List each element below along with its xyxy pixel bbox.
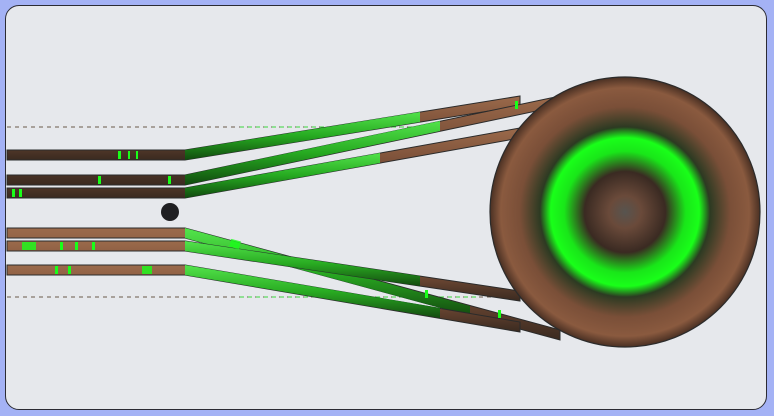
rail-marker: [68, 266, 71, 274]
rail-marker: [60, 242, 63, 250]
rail-strip[interactable]: [185, 241, 420, 286]
rail-strip[interactable]: [185, 112, 420, 160]
rail-marker: [12, 189, 15, 197]
rail-marker: [498, 310, 501, 318]
rail-strip[interactable]: [185, 121, 440, 185]
pivot-hole-icon[interactable]: [161, 203, 179, 221]
rail-marker: [142, 266, 152, 274]
rail-strip[interactable]: [185, 153, 380, 198]
rail-marker: [229, 238, 241, 250]
rail-strip[interactable]: [185, 265, 440, 318]
rail-marker: [98, 176, 101, 184]
spool-wheel[interactable]: [489, 76, 761, 348]
rail-marker: [92, 242, 95, 250]
rail-marker: [136, 151, 138, 159]
rail-marker: [22, 242, 36, 250]
rail-marker: [55, 266, 58, 274]
rail-marker: [515, 101, 518, 109]
rail-marker: [168, 176, 171, 184]
rail-marker: [118, 151, 121, 159]
rail-marker: [128, 151, 130, 159]
upper-rails: [6, 95, 561, 199]
rail-marker: [75, 242, 78, 250]
rail-marker: [425, 290, 428, 298]
lower-rails: [6, 227, 561, 341]
spool-wheel-icon[interactable]: [489, 76, 761, 348]
rail-marker: [19, 189, 22, 197]
